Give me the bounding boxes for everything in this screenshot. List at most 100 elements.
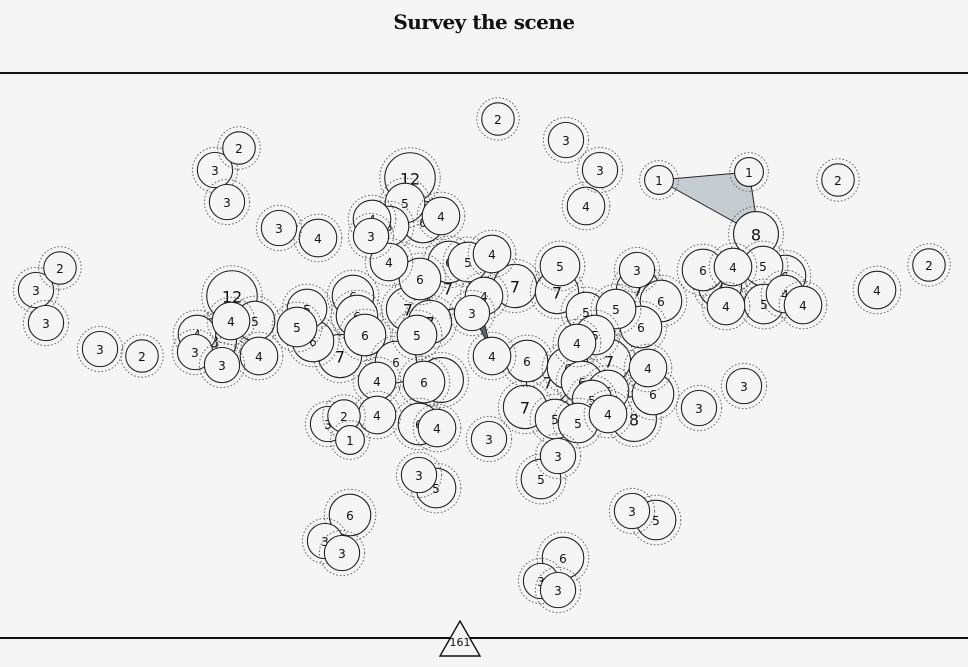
island-node[interactable]: 3 xyxy=(12,266,60,314)
island-body[interactable] xyxy=(821,163,855,197)
island-node[interactable]: 4 xyxy=(778,280,828,330)
island-body[interactable] xyxy=(581,151,619,189)
island-body[interactable] xyxy=(276,306,318,348)
island-body[interactable] xyxy=(398,257,442,301)
island-body[interactable] xyxy=(400,456,438,494)
island-node[interactable]: 3 xyxy=(203,178,251,226)
island-node[interactable]: 3 xyxy=(534,566,582,614)
island-body[interactable] xyxy=(239,336,279,376)
island-body[interactable] xyxy=(472,234,512,274)
island-node[interactable]: 4 xyxy=(552,318,602,368)
island-node[interactable]: 3 xyxy=(347,212,395,260)
island-node[interactable]: 3 xyxy=(465,415,513,463)
island-body[interactable] xyxy=(481,102,515,136)
island-node[interactable]: 4 xyxy=(206,296,256,346)
island-body[interactable] xyxy=(618,251,656,289)
island-node[interactable]: 5 xyxy=(391,309,443,361)
island-node[interactable]: 4 xyxy=(293,213,343,263)
island-body[interactable] xyxy=(402,360,446,404)
island-node[interactable]: 1 xyxy=(330,420,370,460)
island-node[interactable]: 3 xyxy=(613,246,661,294)
island-body[interactable] xyxy=(335,425,365,455)
island-node[interactable]: 8 xyxy=(728,206,784,262)
island-body[interactable] xyxy=(857,270,897,310)
island-node[interactable]: 4 xyxy=(583,389,633,439)
island-node[interactable]: 2 xyxy=(816,158,860,202)
island-node[interactable]: 4 xyxy=(467,331,517,381)
island-body[interactable] xyxy=(352,217,390,255)
island-node[interactable]: 1 xyxy=(639,160,679,200)
island-body[interactable] xyxy=(912,248,946,282)
island-body[interactable] xyxy=(470,420,508,458)
island-node[interactable]: 4 xyxy=(467,229,517,279)
island-body[interactable] xyxy=(417,408,457,448)
island-body[interactable] xyxy=(396,314,438,356)
island-node[interactable]: 3 xyxy=(198,341,246,389)
island-body[interactable] xyxy=(539,571,577,609)
island-body[interactable] xyxy=(644,165,674,195)
island-body[interactable] xyxy=(328,493,372,537)
island-node[interactable]: 3 xyxy=(255,204,303,252)
island-node[interactable]: 3 xyxy=(542,116,590,164)
island-body[interactable] xyxy=(208,183,246,221)
island-node[interactable]: 5 xyxy=(534,240,586,292)
island-body[interactable] xyxy=(203,346,241,384)
island-node[interactable]: 2 xyxy=(907,243,951,287)
island-body[interactable] xyxy=(260,209,298,247)
island-body[interactable] xyxy=(472,336,512,376)
island-node[interactable]: 2 xyxy=(217,126,261,170)
island-body[interactable] xyxy=(453,294,491,332)
island-node[interactable]: 3 xyxy=(608,487,656,535)
island-node[interactable]: 3 xyxy=(395,451,443,499)
island-node[interactable]: 3 xyxy=(76,325,124,373)
island-body[interactable] xyxy=(298,218,338,258)
island-body[interactable] xyxy=(43,251,77,285)
island-node[interactable]: 3 xyxy=(675,384,723,432)
island-body[interactable] xyxy=(706,286,746,326)
island-body[interactable] xyxy=(27,304,65,342)
island-body[interactable] xyxy=(323,534,361,572)
island-body[interactable] xyxy=(17,271,55,309)
island-node[interactable]: 4 xyxy=(852,265,902,315)
island-body[interactable] xyxy=(628,348,668,388)
island-node[interactable]: 4 xyxy=(416,191,466,241)
island-node[interactable]: 3 xyxy=(318,529,366,577)
island-node[interactable]: 4 xyxy=(364,237,414,287)
island-body[interactable] xyxy=(557,323,597,363)
island-node[interactable]: 3 xyxy=(720,362,768,410)
island-body[interactable] xyxy=(713,247,753,287)
island-body[interactable] xyxy=(222,131,256,165)
island-body[interactable] xyxy=(613,492,651,530)
island-node[interactable]: 4 xyxy=(623,343,673,393)
island-node[interactable]: 2 xyxy=(38,246,82,290)
island-node[interactable]: 3 xyxy=(22,299,70,347)
island-body[interactable] xyxy=(369,242,409,282)
island-body[interactable] xyxy=(211,301,251,341)
island-node[interactable]: 4 xyxy=(412,403,462,453)
island-node[interactable]: 5 xyxy=(271,301,323,353)
island-body[interactable] xyxy=(196,151,234,189)
island-body[interactable] xyxy=(81,330,119,368)
island-node[interactable]: 3 xyxy=(534,432,582,480)
island-body[interactable] xyxy=(547,121,585,159)
island-node[interactable]: 2 xyxy=(476,97,520,141)
island-body[interactable] xyxy=(421,196,461,236)
island-node[interactable]: 3 xyxy=(448,289,496,337)
island-body[interactable] xyxy=(125,339,159,373)
island-body[interactable] xyxy=(343,313,387,357)
island-node[interactable]: 3 xyxy=(576,146,624,194)
island-node[interactable]: 4 xyxy=(701,281,751,331)
island-body[interactable] xyxy=(680,389,718,427)
island-body[interactable] xyxy=(588,394,628,434)
island-body[interactable] xyxy=(783,285,823,325)
island-node[interactable]: 4 xyxy=(708,242,758,292)
island-node[interactable]: 1 xyxy=(729,152,769,192)
island-body[interactable] xyxy=(725,367,763,405)
island-node[interactable]: 4 xyxy=(234,331,284,381)
island-node[interactable]: 3 xyxy=(191,146,239,194)
island-body[interactable] xyxy=(539,437,577,475)
island-node[interactable]: 2 xyxy=(120,334,164,378)
island-node[interactable]: 4 xyxy=(561,181,611,231)
island-body[interactable] xyxy=(734,157,764,187)
